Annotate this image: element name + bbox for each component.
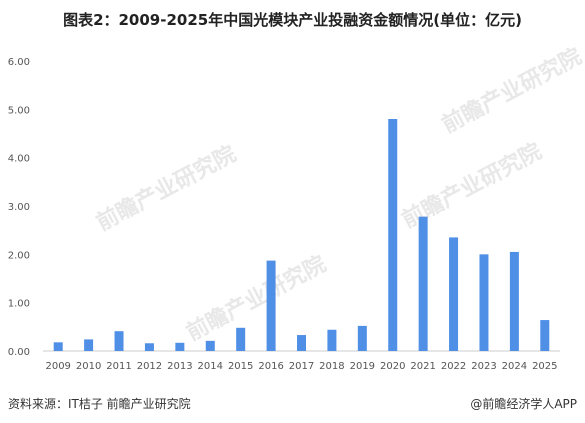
x-tick-label: 2023 [471,361,496,372]
watermark-left: 前瞻产业研究院 [92,141,240,236]
x-tick-label: 2015 [228,361,253,372]
bar-2023 [479,254,489,351]
x-tick-label: 2010 [76,361,101,372]
y-tick-label: 4.00 [8,154,30,165]
bar-2009 [53,342,63,351]
watermark-bottom: 前瞻产业研究院 [182,251,330,346]
bar-2020 [388,119,398,351]
bar-2013 [175,342,185,351]
x-tick-label: 2020 [380,361,405,372]
x-tick-label: 2021 [410,361,435,372]
bar-2012 [144,343,154,351]
credit-note: @前瞻经济学人APP [470,397,577,411]
x-tick-label: 2011 [106,361,131,372]
bar-2022 [449,237,459,351]
bars [53,119,550,351]
y-tick-label: 3.00 [8,202,30,213]
y-tick-label: 2.00 [8,250,30,261]
x-tick-label: 2025 [532,361,557,372]
bar-2021 [418,216,428,351]
y-tick-label: 6.00 [8,57,30,68]
x-tick-label: 2017 [289,361,314,372]
y-tick-label: 5.00 [8,105,30,116]
bar-2014 [205,340,215,351]
x-tick-label: 2014 [198,361,223,372]
chart-title: 图表2：2009-2025年中国光模块产业投融资金额情况(单位：亿元) [63,11,522,29]
x-tick-label: 2022 [441,361,466,372]
x-tick-label: 2024 [502,361,527,372]
bar-2019 [357,325,367,351]
x-tick-label: 2012 [137,361,162,372]
bar-2017 [297,335,306,351]
bar-2015 [236,327,246,351]
y-axis-ticks: 0.00 1.00 2.00 3.00 4.00 5.00 6.00 [8,57,30,358]
bar-2011 [114,331,124,351]
bar-2018 [327,329,337,351]
y-tick-label: 0.00 [8,347,30,358]
x-tick-label: 2018 [319,361,344,372]
bar-2010 [84,339,94,351]
source-note: 资料来源：IT桔子 前瞻产业研究院 [8,397,191,411]
x-tick-label: 2016 [258,361,283,372]
x-axis-ticks: 2009 2010 2011 2012 2013 2014 2015 2016 2017 2018… [45,361,557,372]
x-tick-label: 2009 [45,361,70,372]
x-tick-label: 2013 [167,361,192,372]
bar-2025 [540,320,550,351]
watermark-top: 前瞻产业研究院 [438,43,585,138]
bar-2016 [266,260,276,351]
y-tick-label: 1.00 [8,299,30,310]
x-tick-label: 2019 [350,361,375,372]
bar-2024 [509,251,519,351]
